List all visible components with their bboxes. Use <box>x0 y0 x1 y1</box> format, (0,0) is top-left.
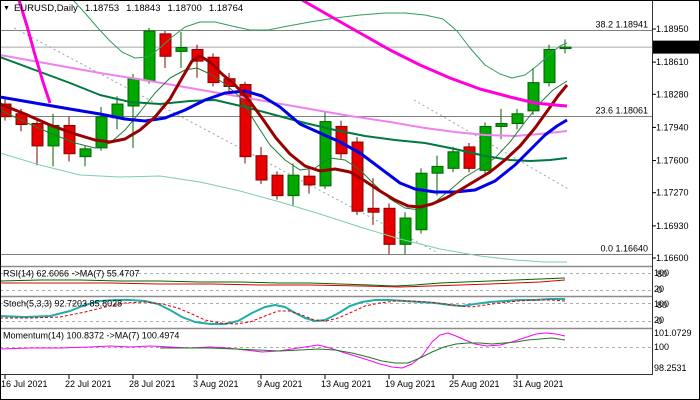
date-axis-label: 25 Aug 2021 <box>449 379 500 389</box>
price-axis-label: 1.18950 <box>656 24 689 34</box>
symbol-dropdown-icon[interactable]: ▼ <box>3 4 10 12</box>
rsi-scale-label: 20 <box>654 284 664 294</box>
rsi-ma-line <box>0 279 566 288</box>
price-axis-label: 1.18280 <box>656 89 689 99</box>
candle-body <box>79 148 92 158</box>
fib-level-label: 38.2 1.18941 <box>595 20 648 30</box>
candle-body <box>191 48 204 62</box>
rsi-scale-label: 0 <box>657 285 662 295</box>
candle-body <box>463 146 476 169</box>
candle-body <box>0 103 12 118</box>
stochastic-scale-label: 80 <box>657 300 667 310</box>
candle-body <box>63 124 76 155</box>
stoch-signal-line <box>0 299 566 325</box>
trendline-lower <box>413 99 571 191</box>
date-axis-label: 3 Aug 2021 <box>193 379 239 389</box>
rsi-scale-label: 100 <box>654 268 669 278</box>
price-axis-label: 1.16600 <box>656 253 689 263</box>
fib-level-label: 0.0 1.16640 <box>600 244 648 254</box>
ohlc-close: 1.18764 <box>208 2 244 14</box>
candle-body <box>383 207 396 245</box>
candle-body <box>399 217 412 245</box>
ma-magenta-left <box>17 0 52 104</box>
ma-green-slow <box>0 56 568 162</box>
trendline-upper <box>13 27 439 254</box>
stochastic-label: Stoch(5,3,3) 92.7203 85.8028 <box>3 299 122 309</box>
ma-magenta <box>301 0 568 108</box>
momentum-ma-line <box>160 337 566 364</box>
momentum-line <box>0 332 566 369</box>
candle-body <box>543 48 556 84</box>
candle-body <box>271 174 284 197</box>
candle-body <box>367 207 380 213</box>
stochastic-scale-label: 20 <box>654 315 664 325</box>
price-axis-label: 1.17940 <box>656 122 689 132</box>
date-axis-label: 9 Aug 2021 <box>257 379 303 389</box>
date-axis-label: 22 Jul 2021 <box>65 379 112 389</box>
candle-body <box>159 33 172 57</box>
date-axis-label: 13 Aug 2021 <box>321 379 372 389</box>
bollinger-upper <box>72 0 568 79</box>
fib-level-label: 23.6 1.18061 <box>595 106 648 116</box>
current-price-label: 1.18764 <box>655 43 688 53</box>
candle-body <box>175 47 188 52</box>
stochastic-scale-label: 0 <box>657 316 662 326</box>
ma-green-fast <box>0 67 568 211</box>
candle-body <box>239 84 252 158</box>
bollinger-lower <box>0 152 567 263</box>
rsi-label: RSI(14) 62.6066 ->MA(7) 55.4707 <box>3 269 139 279</box>
rsi-line <box>0 277 566 287</box>
rsi-scale-label: 80 <box>657 269 667 279</box>
candle-body <box>431 165 444 174</box>
candle-body <box>303 175 316 186</box>
candle-body <box>31 123 44 147</box>
ohlc-low: 1.18700 <box>167 2 202 14</box>
date-axis-label: 31 Aug 2021 <box>513 379 564 389</box>
price-axis-label: 1.17270 <box>656 188 689 198</box>
date-axis-label: 16 Jul 2021 <box>1 379 48 389</box>
candle-body <box>495 123 508 127</box>
candle-body <box>559 46 572 50</box>
candle-body <box>319 121 332 187</box>
candle-body <box>447 151 460 169</box>
momentum-scale-label: 101.0729 <box>654 328 692 338</box>
date-axis-label: 28 Jul 2021 <box>129 379 176 389</box>
ma-blue <box>0 89 568 194</box>
ohlc-high: 1.18843 <box>126 2 161 14</box>
price-axis-label: 1.18610 <box>656 57 689 67</box>
ma-darkred <box>0 54 569 209</box>
candle-body <box>479 125 492 171</box>
momentum-label: Momentum(14) 100.8372 ->MA(7) 100.4974 <box>3 331 179 341</box>
candle-body <box>255 155 268 181</box>
chart-header: ▼ EURUSD,Daily 1.18753 1.18843 1.18700 1… <box>3 2 250 14</box>
current-price-box <box>653 40 699 54</box>
momentum-scale-label: 100 <box>654 342 669 352</box>
stochastic-scale-label: 100 <box>654 299 669 309</box>
candle-body <box>511 113 524 125</box>
candle-body <box>287 174 300 197</box>
ohlc-open: 1.18753 <box>84 2 120 14</box>
candle-body <box>95 116 108 149</box>
symbol-label: EURUSD,Daily <box>13 2 78 14</box>
ma-plum <box>0 54 568 137</box>
candle-body <box>415 172 428 231</box>
momentum-scale-label: 98.2531 <box>654 363 687 373</box>
date-axis-label: 19 Aug 2021 <box>385 379 436 389</box>
price-axis-label: 1.16930 <box>656 221 689 231</box>
price-axis-label: 1.17600 <box>656 156 689 166</box>
